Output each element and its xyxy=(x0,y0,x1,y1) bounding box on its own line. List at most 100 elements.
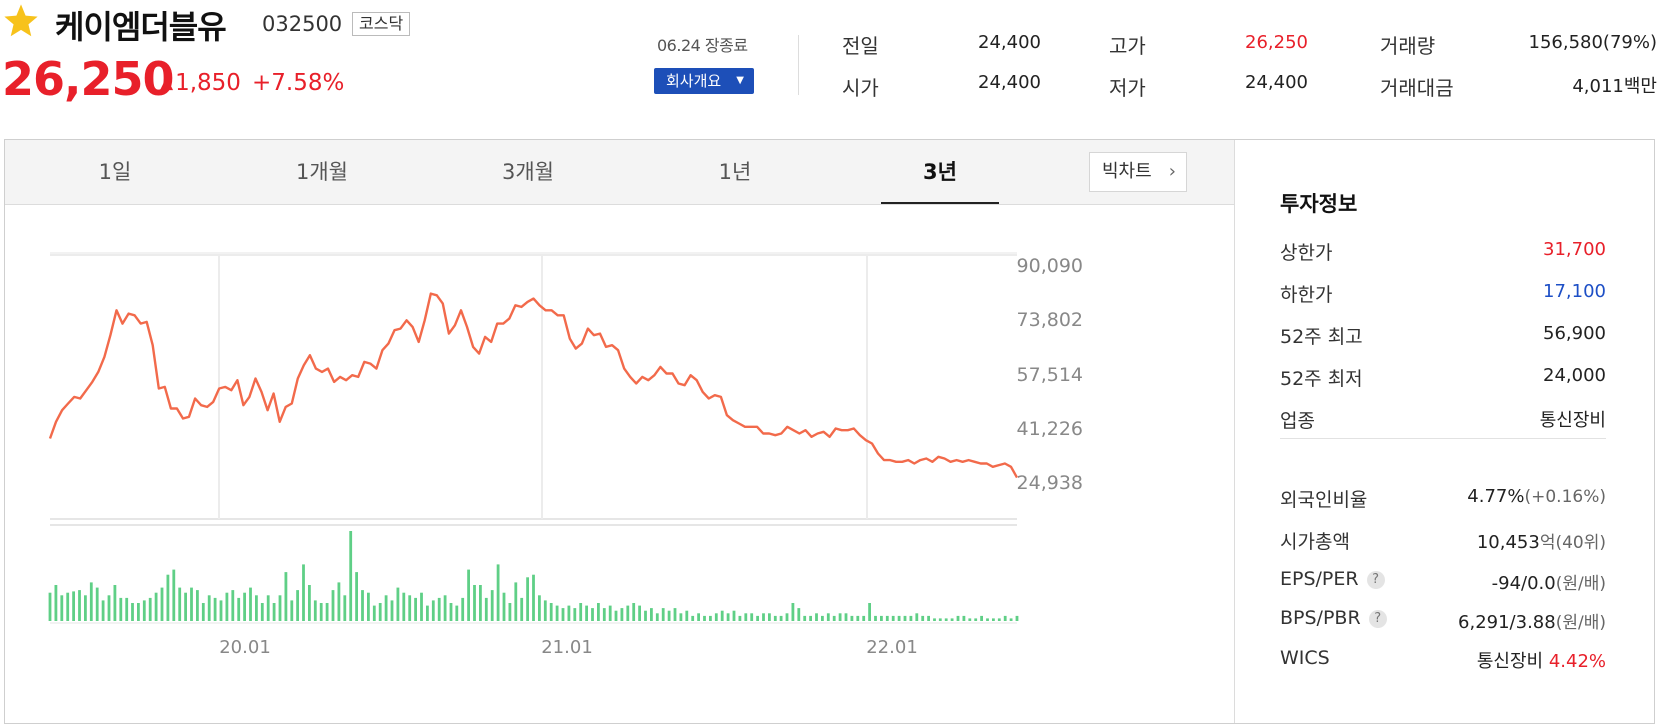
volume-bar xyxy=(608,605,612,621)
volume-bar xyxy=(66,592,70,621)
tab-1-month[interactable]: 1개월 xyxy=(295,160,348,184)
volume-bar xyxy=(709,615,712,621)
volume-bar xyxy=(237,597,241,621)
tab-3-years[interactable]: 3년 xyxy=(881,140,999,204)
volume-bar xyxy=(632,603,636,621)
volume-bar xyxy=(390,600,394,621)
invest-info-title: 투자정보 xyxy=(1280,192,1358,216)
eps-per-unit: (원/배) xyxy=(1555,574,1606,594)
trade-amount-number: 4,011 xyxy=(1572,76,1624,97)
volume-bar xyxy=(520,597,524,621)
bigchart-button[interactable]: 빅차트 › xyxy=(1089,152,1187,192)
volume-bar xyxy=(756,615,759,621)
volume-bar xyxy=(679,613,683,621)
favorite-star-icon[interactable] xyxy=(2,2,40,40)
company-overview-button[interactable]: 회사개요 ▼ xyxy=(654,68,754,94)
x-tick-label: 22.01 xyxy=(866,637,918,658)
volume-bar xyxy=(956,615,960,621)
summary-label-open: 시가 xyxy=(842,76,879,100)
volume-bar xyxy=(768,613,771,621)
volume-bar xyxy=(579,603,583,621)
volume-bar xyxy=(142,600,146,621)
session-status: 06.24 장종료 xyxy=(657,36,748,55)
volume-bar xyxy=(962,615,966,621)
volume-bar xyxy=(591,608,594,621)
volume-bar xyxy=(101,600,105,621)
volume-bar xyxy=(655,613,659,621)
help-icon[interactable]: ? xyxy=(1368,610,1387,628)
volume-bar xyxy=(714,613,718,621)
tab-3-months[interactable]: 3개월 xyxy=(501,160,554,184)
foreign-ratio-number: 4.77% xyxy=(1467,486,1525,507)
volume-bar xyxy=(107,595,111,621)
y-tick-label: 41,226 xyxy=(1017,418,1083,440)
volume-bar xyxy=(885,615,889,621)
info-value-sector: 통신장비 xyxy=(1539,410,1606,431)
market-cap-number: 10,453 xyxy=(1476,532,1540,553)
volume-bar xyxy=(915,613,919,621)
volume-bar xyxy=(986,618,989,621)
volume-bar xyxy=(720,610,724,621)
summary-label-high: 고가 xyxy=(1109,34,1146,58)
invest-info-panel: 투자정보 상한가 31,700 하한가 17,100 52주 최고 56,900… xyxy=(1235,140,1654,723)
volume-bar xyxy=(868,603,871,621)
info-label-foreign-ratio: 외국인비율 xyxy=(1280,489,1368,511)
volume-bar xyxy=(296,590,299,621)
volume-bar xyxy=(455,605,459,621)
volume-bar xyxy=(484,597,488,621)
stock-name: 케이엠더블유 xyxy=(55,8,227,46)
volume-bar xyxy=(508,603,512,621)
volume-bar xyxy=(909,615,913,621)
volume-bar xyxy=(78,590,81,621)
change-rate: +7.58% xyxy=(252,70,345,96)
bigchart-label: 빅차트 xyxy=(1102,161,1152,182)
volume-bar xyxy=(408,595,412,621)
volume-bar xyxy=(844,613,848,621)
volume-bar xyxy=(602,608,606,621)
volume-bar xyxy=(184,592,187,621)
volume-bar xyxy=(148,597,152,621)
bps-pbr-number: 6,291/3.88 xyxy=(1458,612,1556,633)
price-change: ▲1,850 xyxy=(160,70,241,96)
volume-bar xyxy=(260,603,264,621)
summary-value-open: 24,400 xyxy=(978,72,1041,93)
volume-bar xyxy=(850,615,854,621)
volume-bar xyxy=(897,615,901,621)
header-divider xyxy=(798,35,799,95)
current-price: 26,250 xyxy=(2,52,175,106)
volume-bar xyxy=(479,585,482,621)
volume-bar xyxy=(172,569,176,621)
volume-bar xyxy=(980,615,983,621)
info-separator xyxy=(1280,438,1606,439)
volume-bar xyxy=(950,618,954,621)
info-value-foreign-ratio: 4.77%(+0.16%) xyxy=(1467,486,1606,507)
volume-bar xyxy=(779,615,783,621)
volume-bar xyxy=(355,572,358,621)
volume-bar xyxy=(573,608,577,621)
volume-bar xyxy=(414,597,417,621)
y-tick-label: 90,090 xyxy=(1017,255,1083,277)
price-series-line xyxy=(48,292,1019,479)
volume-bar xyxy=(213,597,217,621)
volume-bar xyxy=(420,592,423,621)
volume-bar xyxy=(514,582,518,621)
volume-bar xyxy=(473,585,476,621)
volume-bar xyxy=(650,608,653,621)
summary-label-volume: 거래량 xyxy=(1380,34,1436,58)
info-value-bps-pbr: 6,291/3.88(원/배) xyxy=(1458,608,1606,633)
volume-bar xyxy=(225,592,229,621)
tab-1-day[interactable]: 1일 xyxy=(98,160,132,184)
period-tab-bar: 1일 1개월 3개월 1년 3년 빅차트 › xyxy=(5,140,1234,205)
volume-bar xyxy=(791,603,795,621)
volume-bar xyxy=(903,615,907,621)
volume-bar xyxy=(190,587,193,621)
volume-bar xyxy=(555,605,559,621)
summary-value-high: 26,250 xyxy=(1245,32,1308,53)
volume-bar xyxy=(644,610,647,621)
volume-bar xyxy=(803,615,807,621)
volume-bar xyxy=(744,613,748,621)
volume-bar xyxy=(997,618,1001,621)
help-icon[interactable]: ? xyxy=(1366,571,1385,589)
tab-1-year[interactable]: 1년 xyxy=(718,160,752,184)
price-chart[interactable]: 90,090 73,802 57,514 41,226 24,938 20.01 21.01… xyxy=(5,205,1234,723)
